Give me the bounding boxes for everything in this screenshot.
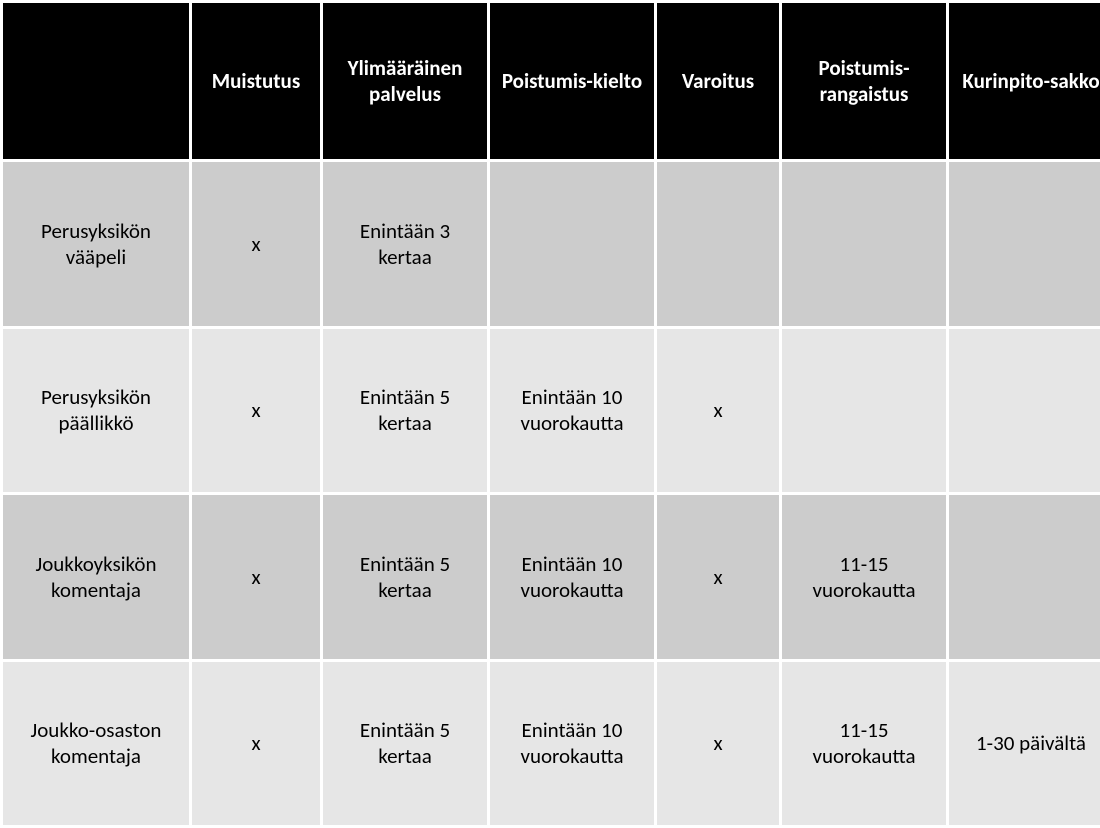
table-cell: Enintään 5 kertaa	[323, 662, 487, 826]
table-cell	[949, 329, 1100, 493]
table-header-row: Muistutus Ylimääräinen palvelus Poistumi…	[3, 3, 1100, 159]
column-header-muistutus: Muistutus	[192, 3, 320, 159]
row-label: Perusyksikön päällikkö	[3, 329, 189, 493]
table-row: Perusyksikön vääpeli x Enintään 3 kertaa	[3, 162, 1100, 326]
table-cell: x	[192, 162, 320, 326]
column-header-poistumiskielto: Poistumis-kielto	[490, 3, 654, 159]
column-header-ylimaarainen-palvelus: Ylimääräinen palvelus	[323, 3, 487, 159]
table-cell: Enintään 5 kertaa	[323, 329, 487, 493]
column-header-kurinpitosakko: Kurinpito-sakko	[949, 3, 1100, 159]
table-cell: x	[192, 329, 320, 493]
discipline-authority-table: Muistutus Ylimääräinen palvelus Poistumi…	[0, 0, 1100, 828]
table-cell: x	[192, 495, 320, 659]
table-row: Joukko-osaston komentaja x Enintään 5 ke…	[3, 662, 1100, 826]
table-cell	[490, 162, 654, 326]
table-row: Joukkoyksikön komentaja x Enintään 5 ker…	[3, 495, 1100, 659]
column-header-role	[3, 3, 189, 159]
table-cell: 1-30 päivältä	[949, 662, 1100, 826]
table-cell	[949, 495, 1100, 659]
column-header-poistumisrangaistus: Poistumis-rangaistus	[782, 3, 946, 159]
table-cell	[782, 329, 946, 493]
table-row: Perusyksikön päällikkö x Enintään 5 kert…	[3, 329, 1100, 493]
table-cell: x	[657, 495, 779, 659]
table-cell: 11-15 vuorokautta	[782, 495, 946, 659]
table-cell: Enintään 5 kertaa	[323, 495, 487, 659]
table-cell: Enintään 10 vuorokautta	[490, 329, 654, 493]
table-cell: x	[192, 662, 320, 826]
table-cell: x	[657, 329, 779, 493]
row-label: Joukko-osaston komentaja	[3, 662, 189, 826]
table-cell: 11-15 vuorokautta	[782, 662, 946, 826]
table-cell: Enintään 3 kertaa	[323, 162, 487, 326]
table-cell	[949, 162, 1100, 326]
table-cell	[782, 162, 946, 326]
table-cell: Enintään 10 vuorokautta	[490, 495, 654, 659]
table-cell	[657, 162, 779, 326]
column-header-varoitus: Varoitus	[657, 3, 779, 159]
row-label: Joukkoyksikön komentaja	[3, 495, 189, 659]
row-label: Perusyksikön vääpeli	[3, 162, 189, 326]
table-cell: x	[657, 662, 779, 826]
table-cell: Enintään 10 vuorokautta	[490, 662, 654, 826]
